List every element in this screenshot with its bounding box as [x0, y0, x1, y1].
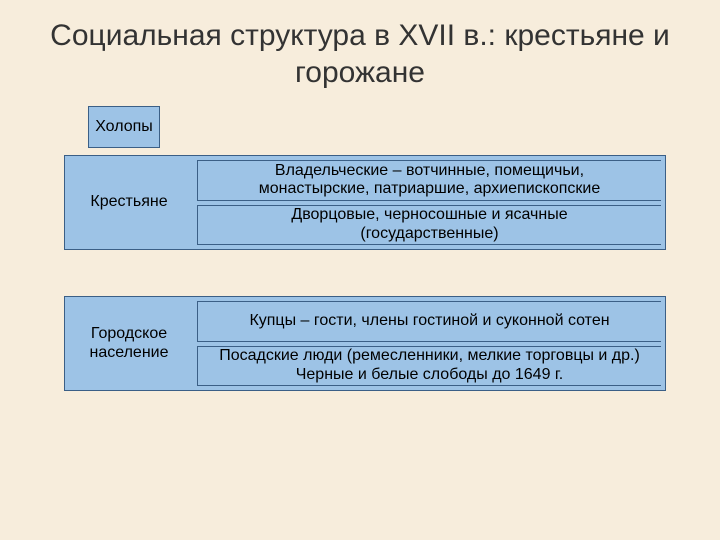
peasants-row-1: Владельческие – вотчинные, помещичьи, мо… — [197, 160, 661, 201]
serfs-box: Холопы — [88, 106, 160, 148]
townspeople-label: Городское население — [65, 297, 193, 390]
peasants-block: Крестьяне Владельческие – вотчинные, пом… — [64, 155, 666, 250]
peasants-rows: Владельческие – вотчинные, помещичьи, мо… — [193, 156, 665, 249]
townspeople-rows: Купцы – гости, члены гостиной и суконной… — [193, 297, 665, 390]
peasants-row-2: Дворцовые, черносошные и ясачные (госуда… — [197, 205, 661, 246]
townspeople-row-2: Посадские люди (ремесленники, мелкие тор… — [197, 346, 661, 387]
slide: Социальная структура в XVII в.: крестьян… — [0, 0, 720, 540]
townspeople-block: Городское население Купцы – гости, члены… — [64, 296, 666, 391]
page-title: Социальная структура в XVII в.: крестьян… — [30, 18, 690, 91]
peasants-label: Крестьяне — [65, 156, 193, 249]
townspeople-row-1: Купцы – гости, члены гостиной и суконной… — [197, 301, 661, 342]
